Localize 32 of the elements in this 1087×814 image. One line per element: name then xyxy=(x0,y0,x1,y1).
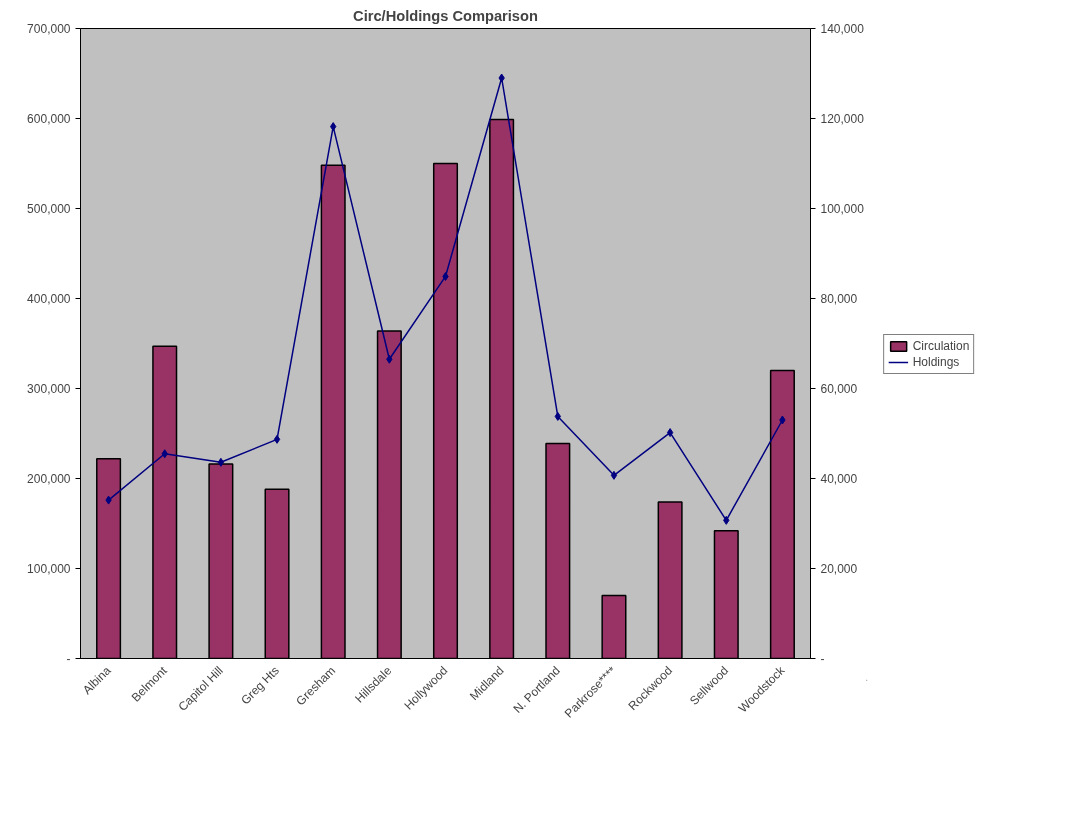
y-tick-label: 400,000 xyxy=(27,292,71,306)
point xyxy=(273,434,281,444)
y-tick-label: 600,000 xyxy=(27,112,71,126)
chart-title: Circ/Holdings Comparison xyxy=(353,7,538,24)
point xyxy=(217,457,225,467)
y2-tick-label: 120,000 xyxy=(820,112,865,126)
y2-tick-label: 60,000 xyxy=(820,382,858,396)
legend-label: Holdings xyxy=(912,355,960,369)
y-tick-label: - xyxy=(66,652,71,666)
y-tick-label: 200,000 xyxy=(27,472,71,486)
y2-tick-label: 20,000 xyxy=(820,562,858,576)
point xyxy=(105,495,112,505)
point xyxy=(442,271,449,281)
y-tick-label: 300,000 xyxy=(27,382,71,396)
point xyxy=(330,122,337,132)
point xyxy=(554,411,561,421)
point xyxy=(666,428,674,438)
y2-tick-label: 40,000 xyxy=(820,472,858,486)
y-tick-label: 700,000 xyxy=(27,22,71,36)
point xyxy=(610,470,618,480)
point xyxy=(386,354,393,364)
point xyxy=(161,449,168,459)
point xyxy=(779,415,786,425)
point xyxy=(723,515,730,525)
y2-tick-label: 100,000 xyxy=(820,202,865,216)
legend-label: Circulation xyxy=(912,339,970,353)
y2-tick-label: 80,000 xyxy=(820,292,858,306)
y2-tick-label: 140,000 xyxy=(820,22,865,36)
y2-tick-label: - xyxy=(820,652,825,666)
y-tick-label: 100,000 xyxy=(27,562,71,576)
y-tick-label: 500,000 xyxy=(27,202,71,216)
point xyxy=(498,73,505,83)
